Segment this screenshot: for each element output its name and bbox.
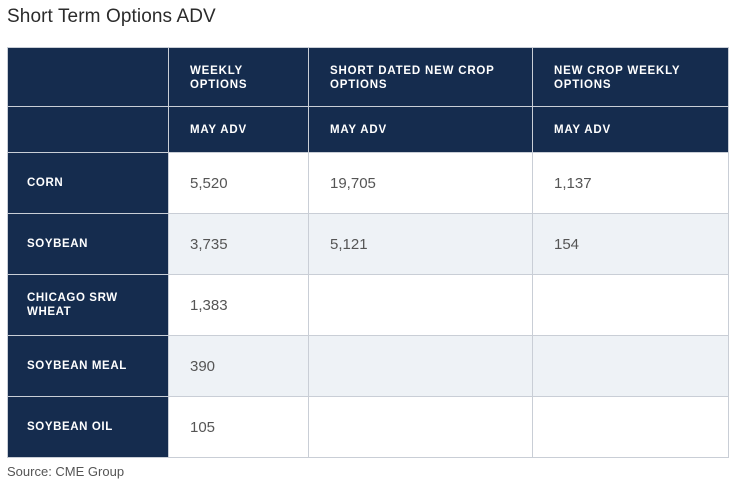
corner-header-cell — [7, 47, 169, 107]
table-cell: 5,520 — [168, 152, 309, 214]
adv-table: WEEKLY OPTIONS SHORT DATED NEW CROP OPTI… — [7, 47, 729, 458]
column-header-weekly-options: WEEKLY OPTIONS — [168, 47, 309, 107]
table-cell: 5,121 — [308, 213, 533, 275]
table-cell: 19,705 — [308, 152, 533, 214]
row-header-soybean: SOYBEAN — [7, 213, 169, 275]
column-header-short-dated-new-crop-options: SHORT DATED NEW CROP OPTIONS — [308, 47, 533, 107]
table-cell: 390 — [168, 335, 309, 397]
table-row: SOYBEAN MEAL 390 — [7, 335, 729, 397]
page-title: Short Term Options ADV — [7, 6, 216, 27]
row-header-chicago-srw-wheat: CHICAGO SRW WHEAT — [7, 274, 169, 336]
table-row: SOYBEAN 3,735 5,121 154 — [7, 213, 729, 275]
table-cell — [308, 396, 533, 458]
table-cell: 1,383 — [168, 274, 309, 336]
table-cell: 154 — [532, 213, 729, 275]
table-cell — [532, 396, 729, 458]
subheader-may-adv: MAY ADV — [168, 106, 309, 153]
subheader-may-adv: MAY ADV — [308, 106, 533, 153]
table-row: SOYBEAN OIL 105 — [7, 396, 729, 458]
row-header-corn: CORN — [7, 152, 169, 214]
corner-subheader-cell — [7, 106, 169, 153]
table-subheader-row: MAY ADV MAY ADV MAY ADV — [7, 106, 729, 153]
table-cell — [532, 335, 729, 397]
row-header-soybean-meal: SOYBEAN MEAL — [7, 335, 169, 397]
table-cell — [532, 274, 729, 336]
table-row: CHICAGO SRW WHEAT 1,383 — [7, 274, 729, 336]
source-note: Source: CME Group — [7, 464, 125, 479]
table-cell: 1,137 — [532, 152, 729, 214]
table-cell: 105 — [168, 396, 309, 458]
row-header-soybean-oil: SOYBEAN OIL — [7, 396, 169, 458]
column-header-new-crop-weekly-options: NEW CROP WEEKLY OPTIONS — [532, 47, 729, 107]
table-cell: 3,735 — [168, 213, 309, 275]
subheader-may-adv: MAY ADV — [532, 106, 729, 153]
table-row: CORN 5,520 19,705 1,137 — [7, 152, 729, 214]
table-cell — [308, 335, 533, 397]
table-header-row: WEEKLY OPTIONS SHORT DATED NEW CROP OPTI… — [7, 47, 729, 107]
table-cell — [308, 274, 533, 336]
